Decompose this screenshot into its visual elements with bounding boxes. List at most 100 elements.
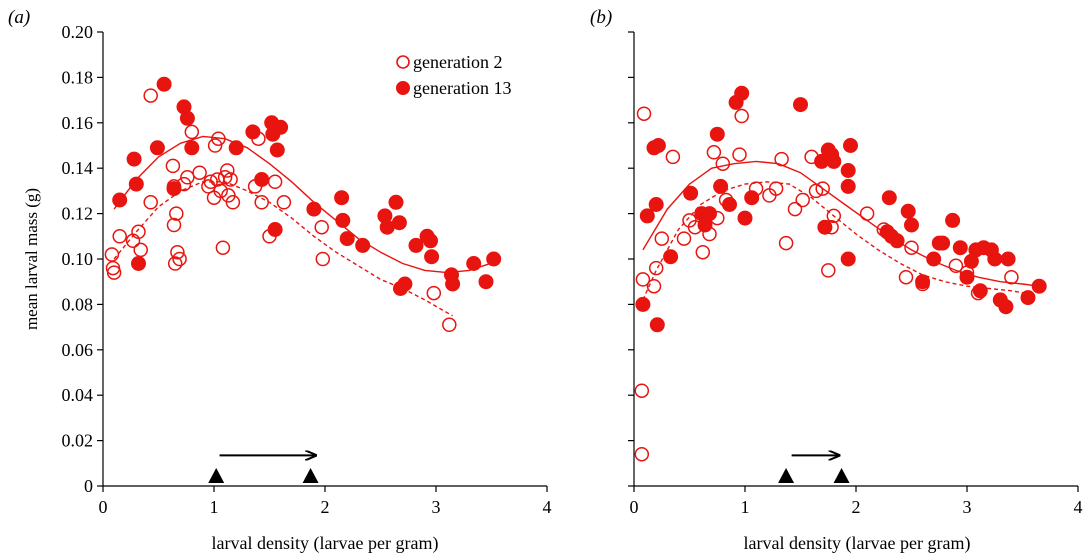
x-tick-label-b: 2: [852, 497, 861, 517]
point-generation-2-a: [203, 174, 218, 190]
legend-filled-marker: [396, 81, 410, 95]
point-generation-13-b: [649, 317, 665, 333]
point-generation-2-a: [169, 206, 184, 221]
point-generation-13-a: [397, 276, 413, 292]
point-generation-13-b: [663, 249, 679, 265]
x-tick-label-b: 1: [741, 497, 750, 517]
point-generation-2-a: [133, 242, 148, 258]
point-generation-13-b: [972, 283, 988, 299]
point-generation-13-a: [339, 231, 355, 247]
point-generation-2-a: [167, 256, 183, 271]
point-generation-2-a: [104, 247, 120, 262]
legend-label-generation-13: generation 13: [413, 78, 511, 98]
point-generation-13-b: [635, 296, 651, 312]
point-generation-2-b: [715, 156, 731, 171]
point-generation-13-b: [935, 235, 951, 251]
point-generation-13-a: [228, 140, 244, 156]
point-generation-13-b: [900, 203, 916, 219]
point-generation-13-a: [391, 215, 407, 231]
legend: generation 2 generation 13: [396, 52, 511, 98]
point-generation-2-b: [636, 106, 652, 121]
point-generation-13-a: [486, 251, 502, 267]
y-tick-label-a: 0.12: [62, 204, 94, 224]
point-generation-13-a: [273, 119, 289, 135]
x-tick-label-a: 1: [210, 497, 219, 517]
point-generation-2-a: [166, 217, 182, 233]
point-generation-13-b: [817, 219, 833, 235]
fit-line-generation-13-a: [113, 135, 498, 274]
point-generation-13-a: [423, 233, 438, 249]
point-generation-13-a: [306, 201, 322, 217]
point-generation-13-a: [184, 140, 200, 156]
panel-a: 0 0.02 0.04 0.06 0.08 0.10 0.12 0.14 0.16 0.18 0.2…: [62, 22, 552, 517]
point-generation-2-a: [426, 285, 442, 301]
point-generation-13-b: [1031, 278, 1047, 294]
point-generation-13-b: [826, 153, 842, 169]
point-generation-13-a: [408, 237, 424, 253]
point-generation-13-a: [267, 222, 283, 237]
point-generation-13-b: [926, 251, 942, 267]
point-generation-2-b: [948, 258, 964, 274]
y-tick-label-a: 0: [84, 476, 93, 496]
point-generation-13-b: [945, 212, 961, 228]
point-generation-13-b: [683, 185, 699, 201]
point-generation-13-a: [126, 151, 142, 167]
point-generation-13-a: [355, 237, 371, 253]
point-generation-13-b: [843, 138, 858, 153]
point-generation-2-b: [1004, 269, 1019, 285]
point-generation-2-b: [904, 240, 919, 255]
point-generation-13-b: [722, 197, 737, 212]
point-generation-2-b: [676, 231, 692, 246]
point-generation-13-a: [131, 256, 146, 271]
point-generation-2-b: [778, 235, 794, 251]
point-generation-13-b: [881, 190, 897, 206]
legend-open-marker: [396, 55, 410, 69]
x-tick-label-a: 4: [543, 497, 552, 517]
point-generation-2-b: [859, 206, 875, 221]
point-generation-2-a: [143, 195, 158, 210]
x-tick-label-a: 3: [432, 497, 441, 517]
density-marker-triangle-a: [208, 468, 225, 483]
panel-b-label: (b): [590, 7, 612, 28]
point-generation-13-b: [998, 299, 1014, 315]
point-generation-13-b: [709, 126, 725, 142]
point-generation-2-b: [695, 244, 711, 260]
point-generation-13-b: [737, 210, 753, 226]
panel-a-label: (a): [8, 7, 30, 28]
density-marker-triangle-a: [302, 468, 319, 483]
point-generation-2-a: [172, 251, 187, 267]
fit-line-generation-2-a: [113, 181, 453, 317]
point-generation-13-b: [915, 274, 931, 290]
density-marker-triangle-b: [778, 468, 795, 483]
point-generation-2-a: [192, 165, 207, 180]
point-generation-13-b: [840, 178, 856, 194]
point-generation-2-b: [634, 446, 650, 462]
x-axis-label-b: larval density (larvae per gram): [744, 533, 971, 554]
point-generation-2-b: [732, 147, 747, 162]
point-generation-2-a: [276, 195, 292, 210]
panel-b: 0 1 2 3 4: [628, 31, 1083, 517]
y-tick-label-a: 0.18: [62, 67, 94, 87]
point-generation-13-b: [1020, 290, 1036, 306]
point-generation-13-a: [128, 176, 144, 192]
point-generation-13-b: [713, 178, 729, 194]
point-generation-2-b: [706, 145, 722, 160]
point-generation-2-b: [648, 260, 664, 276]
y-tick-label-a: 0.08: [62, 294, 94, 314]
point-generation-2-b: [635, 272, 651, 287]
point-generation-13-b: [1000, 251, 1016, 267]
point-generation-13-b: [793, 97, 808, 113]
point-generation-13-b: [840, 251, 856, 267]
x-tick-label-b: 4: [1074, 497, 1083, 517]
point-generation-13-b: [734, 85, 750, 101]
x-tick-label-a: 0: [99, 497, 108, 517]
point-generation-2-b: [634, 383, 650, 398]
point-generation-13-a: [424, 249, 440, 265]
legend-label-generation-2: generation 2: [413, 52, 502, 72]
point-generation-13-b: [889, 233, 905, 249]
x-tick-label-b: 0: [630, 497, 639, 517]
point-generation-13-a: [445, 276, 461, 292]
point-generation-2-a: [223, 172, 238, 187]
point-generation-2-a: [220, 163, 235, 178]
